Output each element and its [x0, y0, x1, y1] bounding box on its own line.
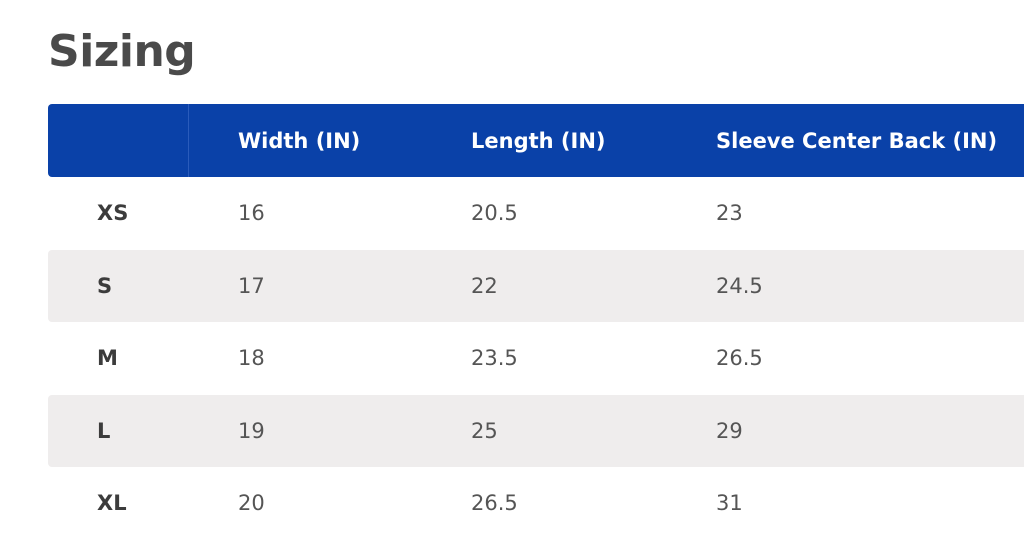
- table-row: M 18 23.5 26.5: [48, 322, 1024, 395]
- size-label: L: [97, 418, 111, 443]
- table-row: XL 20 26.5 31: [48, 467, 1024, 540]
- column-header: Length (IN): [471, 128, 606, 153]
- header-divider: [188, 104, 189, 177]
- measurement: 17: [238, 273, 265, 298]
- size-label: M: [97, 346, 118, 371]
- measurement: 23.5: [471, 346, 518, 371]
- measurement: 20: [238, 491, 265, 516]
- table-row: S 17 22 24.5: [48, 249, 1024, 322]
- size-label: XS: [97, 201, 129, 226]
- measurement: 18: [238, 346, 265, 371]
- table-row: XS 16 20.5 23: [48, 177, 1024, 250]
- table-header: Width (IN) Length (IN) Sleeve Center Back …: [48, 104, 1024, 177]
- measurement: 22: [471, 273, 498, 298]
- measurement: 29: [716, 418, 743, 443]
- table-row: L 19 25 29: [48, 394, 1024, 467]
- measurement: 26.5: [471, 491, 518, 516]
- column-header: Width (IN): [238, 128, 361, 153]
- size-label: S: [97, 273, 113, 298]
- measurement: 20.5: [471, 201, 518, 226]
- measurement: 16: [238, 201, 265, 226]
- measurement: 19: [238, 418, 265, 443]
- column-header: Sleeve Center Back (IN): [716, 128, 998, 153]
- measurement: 23: [716, 201, 743, 226]
- measurement: 24.5: [716, 273, 763, 298]
- measurement: 25: [471, 418, 498, 443]
- page-title: Sizing: [48, 26, 196, 77]
- measurement: 31: [716, 491, 743, 516]
- measurement: 26.5: [716, 346, 763, 371]
- size-label: XL: [97, 491, 127, 516]
